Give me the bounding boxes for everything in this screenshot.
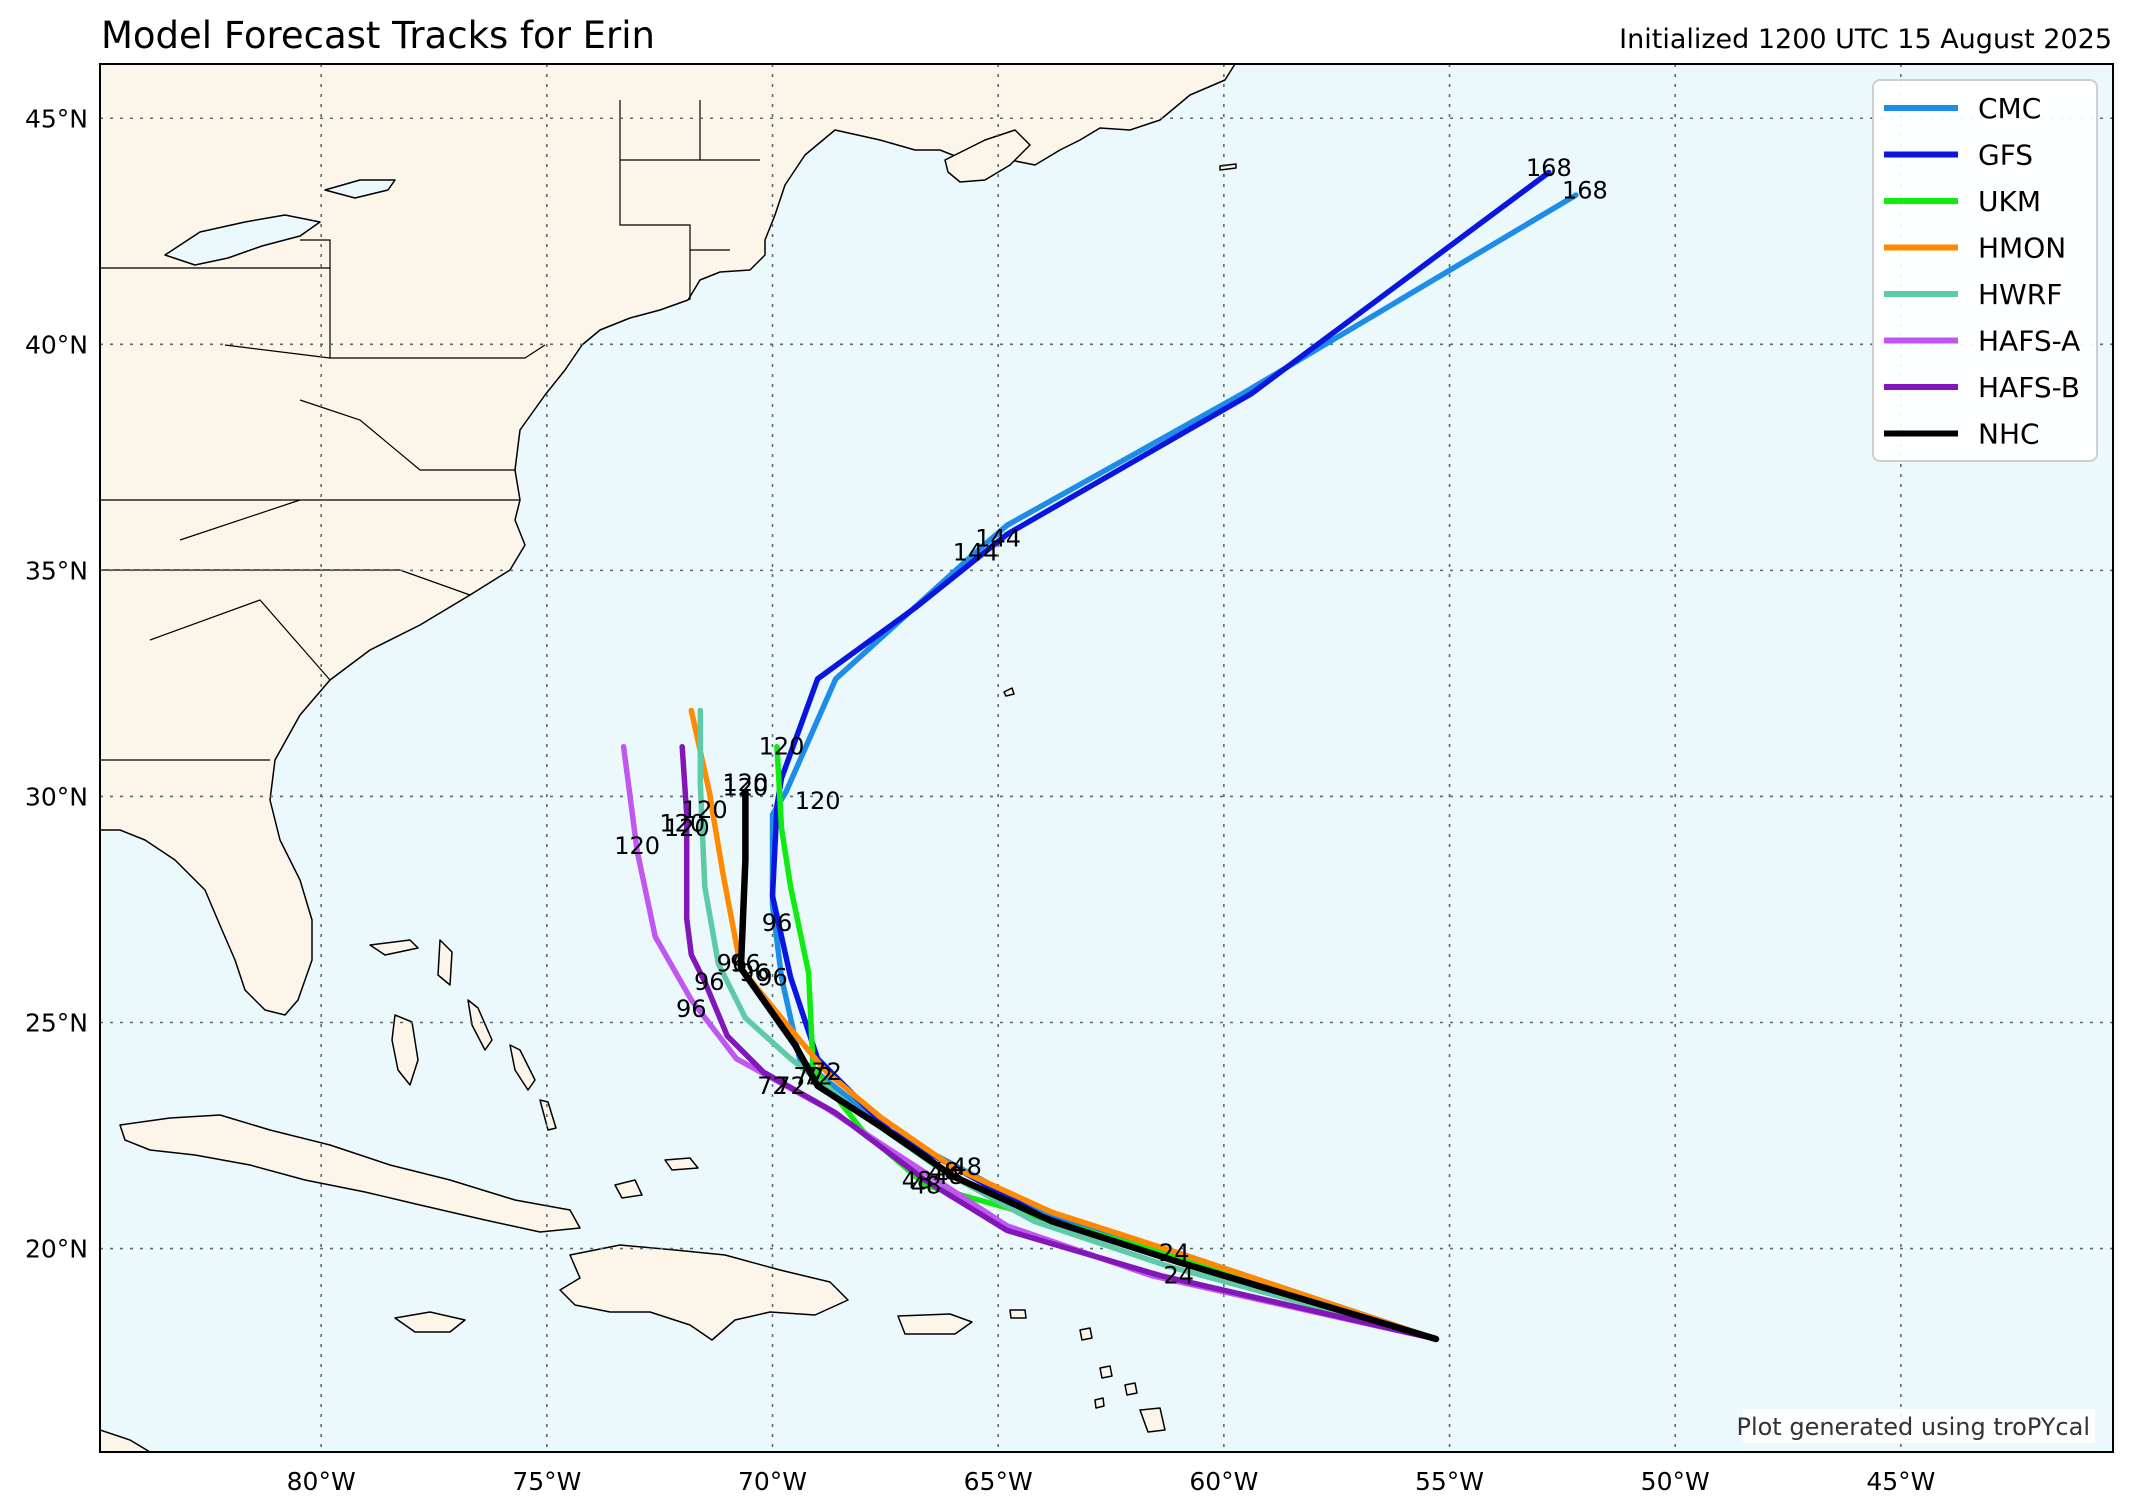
forecast-hour-label-nhc: 120	[723, 769, 769, 797]
bahamas-abaco	[437, 939, 453, 986]
forecast-hour-label-hafs-b: 72	[775, 1072, 806, 1100]
jamaica-land	[394, 1311, 466, 1333]
legend-label-cmc: CMC	[1978, 92, 2041, 125]
lon-tick-label: 45°W	[1866, 1467, 1935, 1496]
great-lakes	[164, 214, 321, 266]
nova-scotia-land	[944, 129, 1031, 183]
forecast-hour-label-cmc: 96	[757, 963, 788, 991]
forecast-hour-label-hafs-b: 120	[659, 810, 705, 838]
lon-tick-label: 70°W	[738, 1467, 807, 1496]
bahamas-exuma	[509, 1044, 536, 1091]
lesser-antilles	[1009, 1309, 1166, 1433]
credit-text: Plot generated using troPYcal	[1736, 1413, 2090, 1441]
lat-tick-label: 40°N	[25, 330, 88, 359]
track-nhc	[737, 788, 1440, 1343]
lat-tick-label: 35°N	[25, 556, 88, 585]
lon-tick-label: 60°W	[1189, 1467, 1258, 1496]
forecast-hour-labels: 24 96 120 144 168 120 144 168 48 96 120 48 72 96 120 48…	[614, 154, 1608, 1290]
forecast-hour-label-hmon: 120	[682, 796, 728, 824]
legend-label-hafs-b: HAFS-B	[1978, 371, 2080, 404]
track-hmon	[688, 707, 1439, 1342]
legend-label-ukm: UKM	[1978, 185, 2041, 218]
forecast-hour-label-gfs: 120	[723, 773, 769, 801]
lon-tick-label: 50°W	[1641, 1467, 1710, 1496]
lon-tick-label: 75°W	[512, 1467, 581, 1496]
legend-label-gfs: GFS	[1978, 139, 2033, 172]
forecast-hour-label-hwrf: 48	[929, 1158, 960, 1186]
legend-label-nhc: NHC	[1978, 418, 2040, 451]
forecast-hour-label-hmon: 48	[951, 1153, 982, 1181]
cuba-land	[119, 1114, 581, 1233]
hispaniola-land	[559, 1244, 849, 1341]
forecast-hour-label-hwrf: 120	[664, 814, 710, 842]
map-frame	[99, 63, 2114, 1453]
forecast-hour-label-cmc: 120	[795, 787, 841, 815]
lake-ontario	[324, 179, 396, 199]
forecast-hour-label-nhc: 48	[933, 1162, 964, 1190]
turks-caicos	[664, 1157, 699, 1171]
lat-tick-label: 25°N	[25, 1008, 88, 1037]
track-hafs-b	[679, 743, 1439, 1342]
bahamas-inagua	[614, 1179, 643, 1199]
bahamas-grand	[369, 939, 419, 956]
legend-label-hmon: HMON	[1978, 232, 2066, 265]
legend-box	[1872, 79, 2098, 462]
map-area: 24 96 120 144 168 120 144 168 48 96 120 48 72 96 120 48…	[100, 64, 2113, 1452]
forecast-hour-label-gfs: 144	[975, 525, 1021, 553]
forecast-hour-label-hafs-a: 120	[614, 832, 660, 860]
forecast-hour-label-hwrf: 72	[793, 1063, 824, 1091]
bermuda-land	[1003, 687, 1015, 697]
forecast-hour-label-cmc: 144	[953, 538, 999, 566]
forecast-hour-label-hafs-a: 72	[757, 1072, 788, 1100]
lat-tick-label: 45°N	[25, 104, 88, 133]
forecast-hour-label-gfs: 168	[1526, 154, 1572, 182]
forecast-hour-label-hafs-a: 96	[676, 995, 707, 1023]
forecast-hour-label-ukm: 96	[762, 909, 793, 937]
bahamas-long	[539, 1099, 557, 1131]
longitude-tick-labels: 80°W 75°W 70°W 65°W 60°W 55°W 50°W 45°W	[287, 1467, 1936, 1496]
state-borders	[100, 100, 760, 761]
init-time-subtitle: Initialized 1200 UTC 15 August 2025	[1619, 24, 2112, 55]
lat-tick-label: 20°N	[25, 1235, 88, 1264]
lon-tick-label: 80°W	[287, 1467, 356, 1496]
forecast-hour-label-hmon: 72	[811, 1058, 842, 1086]
forecast-hour-label-hafs-b: 96	[694, 968, 725, 996]
forecast-hour-label-nhc: 24	[1163, 1262, 1194, 1290]
forecast-hour-label-nhc: 72	[802, 1063, 833, 1091]
bahamas-eleuthera	[467, 999, 493, 1051]
legend-label-hwrf: HWRF	[1978, 278, 2062, 311]
lon-tick-label: 65°W	[964, 1467, 1033, 1496]
legend: CMC GFS UKM HMON HWRF HAFS-A HAFS-B NHC	[1872, 79, 2098, 462]
lat-tick-label: 30°N	[25, 782, 88, 811]
map-title: Model Forecast Tracks for Erin	[101, 14, 655, 57]
forecast-tracks	[620, 169, 1579, 1343]
forecast-hour-label-cmc: 24	[1159, 1239, 1190, 1267]
forecast-hour-label-ukm: 48	[911, 1171, 942, 1199]
forecast-hour-label-cmc: 168	[1562, 177, 1608, 205]
forecast-hour-label-hwrf: 96	[717, 950, 748, 978]
credit-box	[1743, 1409, 2095, 1443]
track-hwrf	[697, 707, 1439, 1342]
forecast-hour-label-hafs-b: 48	[902, 1167, 933, 1195]
lon-tick-label: 55°W	[1415, 1467, 1484, 1496]
forecast-hour-label-nhc: 96	[739, 959, 770, 987]
south-america-corner	[100, 1429, 151, 1452]
land-masses	[100, 64, 1237, 1452]
latitude-tick-labels: 20°N 25°N 30°N 35°N 40°N 45°N	[25, 104, 88, 1263]
forecast-hour-label-ukm: 120	[759, 733, 805, 761]
forecast-hour-label-hmon: 96	[730, 950, 761, 978]
legend-label-hafs-a: HAFS-A	[1978, 325, 2080, 358]
puerto-rico-land	[897, 1313, 973, 1335]
